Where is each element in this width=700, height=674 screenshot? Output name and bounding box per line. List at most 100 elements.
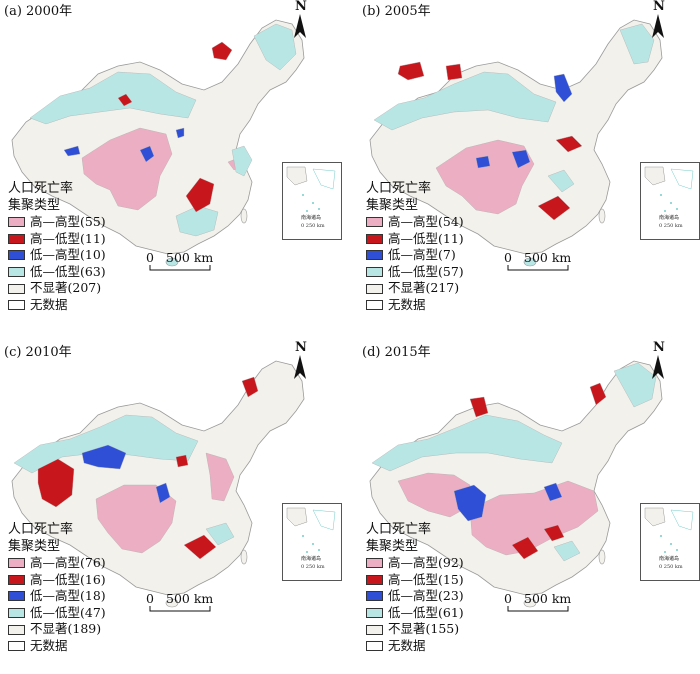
cluster-region-high-low (211, 41, 233, 61)
cluster-region-low-low (371, 414, 563, 472)
cluster-region-high-low (445, 63, 463, 81)
inset-label: 南海诸岛 (659, 215, 680, 221)
map-legend: 人口死亡率 集聚类型 高—高型(76) 高—低型(16) 低—高型(18) 低—低型(47… (8, 521, 106, 655)
legend-label: 不显著(217) (388, 280, 460, 296)
legend-label: 无数据 (30, 296, 68, 312)
china-map (369, 14, 664, 271)
cluster-region-low-high (155, 482, 171, 504)
inset-map (286, 166, 336, 212)
legend-label: 低—低型(61) (388, 604, 464, 620)
legend-title: 人口死亡率 (8, 181, 74, 196)
legend-swatch (366, 641, 383, 652)
legend-swatch (366, 283, 383, 294)
map-legend: 人口死亡率 集聚类型 高—高型(54) 高—低型(11) 低—高型(7) 低—低型(57)… (366, 180, 464, 314)
legend-item: 低—高型(18) (8, 588, 106, 605)
map-panel: N (c) 2010年 0 500 km 南海诸岛 0 250 km 人口死亡率 集聚类型 高—… (0, 340, 350, 674)
cluster-region-low-low (619, 23, 655, 65)
taiwan-island (240, 549, 248, 565)
legend-label: 低—高型(18) (30, 588, 106, 604)
legend-label: 低—高型(7) (388, 247, 456, 263)
inset-scale-label: 0 250 km (301, 223, 325, 229)
country-outline (369, 19, 663, 255)
inset-map (286, 507, 336, 553)
north-arrow-icon (294, 14, 306, 38)
north-arrow-icon (294, 355, 306, 379)
legend-swatch (8, 217, 25, 228)
taiwan-island (240, 208, 248, 224)
legend-swatch (366, 558, 383, 569)
legend-item: 无数据 (366, 297, 464, 314)
legend-swatch (366, 267, 383, 278)
panel-title: (b) 2005年 (362, 4, 431, 19)
north-label: N (653, 0, 665, 14)
south-china-sea-inset: 南海诸岛 0 250 km (282, 503, 342, 581)
north-arrow-icon (652, 14, 664, 38)
cluster-region-low-low (373, 71, 557, 131)
legend-subtitle: 集聚类型 (366, 198, 419, 213)
cluster-region-low-low (547, 169, 575, 193)
cluster-region-low-low (613, 362, 657, 408)
legend-item: 高—低型(11) (8, 231, 106, 248)
legend-label: 低—高型(23) (388, 588, 464, 604)
scale-zero-label: 0 (504, 591, 512, 606)
cluster-region-high-low (537, 195, 571, 221)
legend-subtitle: 集聚类型 (8, 198, 61, 213)
legend-swatch (366, 300, 383, 311)
legend-subtitle: 集聚类型 (366, 539, 419, 554)
scale-bar (149, 606, 211, 612)
legend-item: 不显著(217) (366, 280, 464, 297)
cluster-region-low-low (253, 23, 297, 71)
cluster-region-high-low (555, 135, 583, 153)
legend-label: 不显著(189) (30, 621, 102, 637)
legend-label: 不显著(207) (30, 280, 102, 296)
legend-label: 低—高型(10) (30, 247, 106, 263)
china-map (369, 355, 664, 612)
hainan-island (165, 598, 179, 608)
legend-label: 高—低型(11) (388, 230, 464, 246)
cluster-region-high-high (95, 484, 177, 554)
cluster-region-low-low (13, 414, 199, 474)
cluster-region-low-high (81, 444, 127, 470)
cluster-region-high-low (469, 396, 489, 418)
legend-item: 低—高型(10) (8, 247, 106, 264)
inset-map (644, 507, 694, 553)
legend-title: 人口死亡率 (366, 522, 432, 537)
legend-item: 高—高型(92) (366, 555, 464, 572)
legend-item: 低—低型(61) (366, 605, 464, 622)
cluster-region-high-low (183, 534, 217, 560)
map-legend: 人口死亡率 集聚类型 高—高型(92) 高—低型(15) 低—高型(23) 低—低型(61… (366, 521, 464, 655)
legend-label: 高—低型(16) (30, 571, 106, 587)
china-map (11, 355, 306, 612)
cluster-region-low-high (475, 155, 491, 169)
cluster-region-low-high (139, 145, 155, 163)
china-map (11, 14, 306, 271)
legend-label: 无数据 (30, 637, 68, 653)
legend-label: 低—低型(57) (388, 263, 464, 279)
cluster-region-low-high (63, 145, 81, 157)
scale-bar (507, 606, 569, 612)
legend-label: 低—低型(63) (30, 263, 106, 279)
cluster-region-high-low (511, 536, 539, 560)
inset-scale-label: 0 250 km (659, 223, 683, 229)
cluster-region-low-low (553, 540, 581, 562)
legend-item: 低—高型(7) (366, 247, 464, 264)
legend-item: 不显著(155) (366, 621, 464, 638)
north-label: N (295, 340, 307, 355)
panel-title: (d) 2015年 (362, 345, 431, 360)
legend-item: 低—低型(57) (366, 264, 464, 281)
south-china-sea-inset: 南海诸岛 0 250 km (640, 162, 700, 240)
panel-title: (c) 2010年 (4, 345, 72, 360)
hainan-island (523, 257, 537, 267)
legend-item: 无数据 (8, 638, 106, 655)
legend-label: 不显著(155) (388, 621, 460, 637)
scale-zero-label: 0 (146, 591, 154, 606)
legend-swatch (8, 267, 25, 278)
legend-swatch (8, 283, 25, 294)
scale-bar (149, 265, 211, 271)
scale-distance-label: 500 km (166, 591, 214, 606)
legend-item: 高—高型(76) (8, 555, 106, 572)
north-arrow-icon (652, 355, 664, 379)
legend-label: 高—高型(54) (388, 214, 464, 229)
legend-swatch (8, 641, 25, 652)
cluster-region-high-low (543, 524, 565, 542)
